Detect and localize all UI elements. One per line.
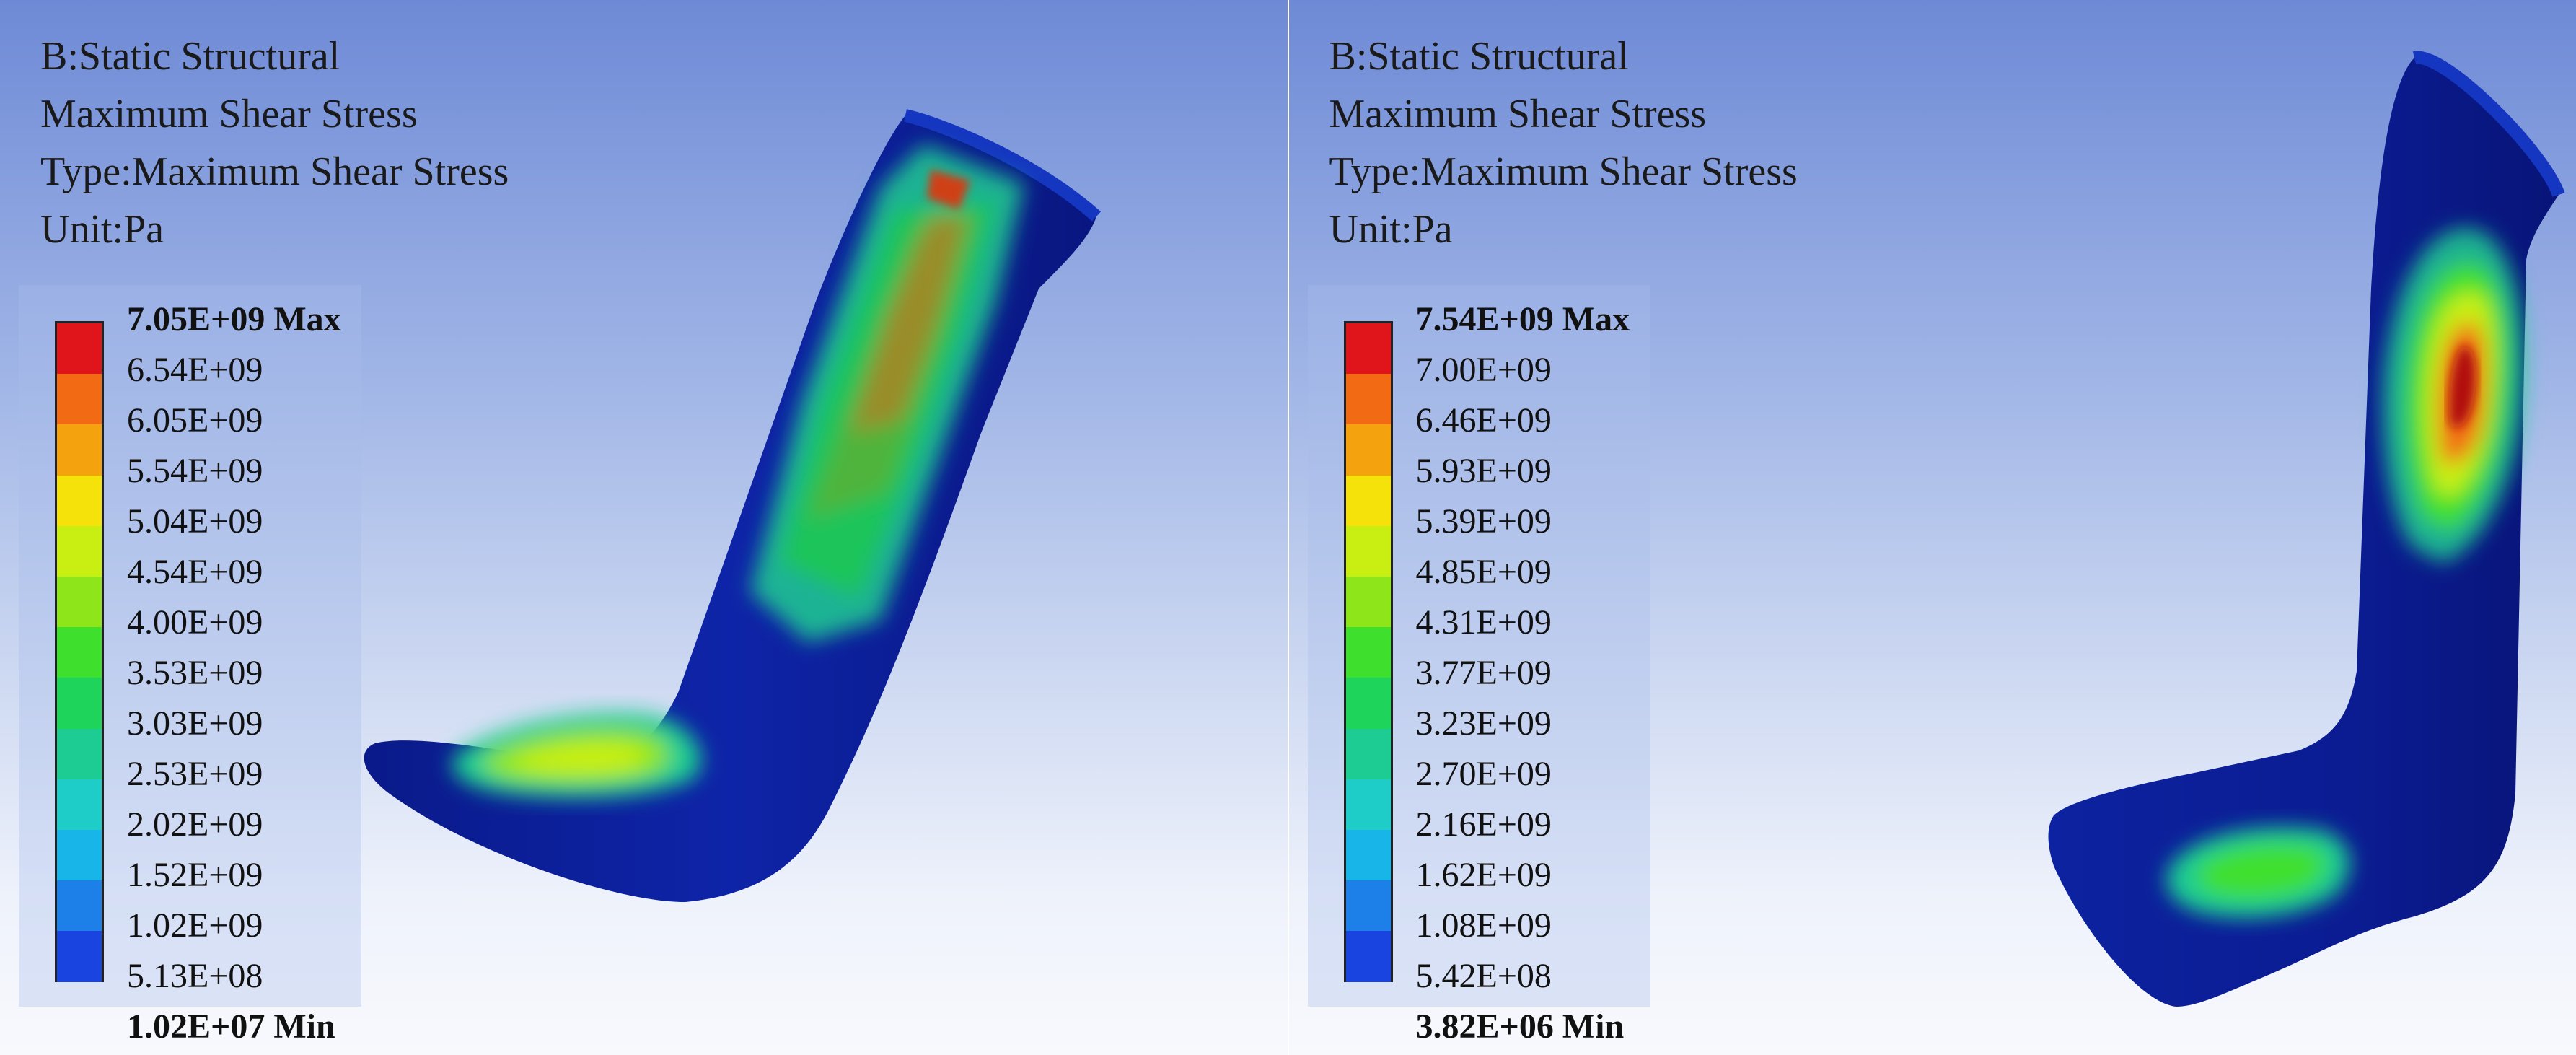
- result-header: B:Static Structural Maximum Shear Stress…: [1329, 27, 1798, 258]
- legend-level-label: 3.23E+09: [1415, 704, 1552, 743]
- back-max-hotspot: [927, 170, 970, 209]
- back-stress-zone: [750, 144, 1024, 642]
- result-panel-right: B:Static Structural Maximum Shear Stress…: [1287, 0, 2576, 1055]
- result-unit: Unit:Pa: [40, 207, 164, 252]
- legend-swatch: [1345, 475, 1391, 526]
- legend-swatch: [57, 475, 102, 526]
- legend-swatch: [1345, 627, 1391, 678]
- result-name: Maximum Shear Stress: [1329, 92, 1707, 136]
- legend-swatch: [57, 779, 102, 830]
- result-panel-left: B:Static Structural Maximum Shear Stress…: [0, 0, 1288, 1055]
- legend-level-label: 5.93E+09: [1415, 452, 1552, 490]
- result-unit: Unit:Pa: [1329, 207, 1453, 252]
- legend-level-label: 3.03E+09: [127, 704, 263, 743]
- legend-swatch: [57, 577, 102, 628]
- legend-swatch: [57, 374, 102, 425]
- legend-level-label: 5.42E+08: [1415, 957, 1552, 995]
- legend-level-label: 5.04E+09: [127, 502, 263, 540]
- back-max-hotspot: [2448, 346, 2476, 428]
- legend-level-label: 5.54E+09: [127, 452, 263, 490]
- legend-level-label: 5.39E+09: [1415, 502, 1552, 540]
- legend-level-label: 3.53E+09: [127, 654, 263, 692]
- color-legend[interactable]: 7.05E+09 Max 6.54E+09 6.05E+09 5.54E+09 …: [19, 285, 361, 1044]
- seat-rim: [2412, 51, 2565, 198]
- legend-swatch: [57, 525, 102, 577]
- stress-contour-model-left[interactable]: [0, 0, 1288, 1055]
- legend-swatch: [57, 627, 102, 678]
- legend-level-label: 2.53E+09: [127, 755, 263, 793]
- legend-swatch: [57, 830, 102, 881]
- legend-level-label: 6.05E+09: [127, 401, 263, 439]
- legend-level-label: 2.02E+09: [127, 805, 263, 844]
- legend-level-label: 1.62E+09: [1415, 856, 1552, 894]
- legend-min-label: 1.02E+07 Min: [127, 1007, 335, 1046]
- stress-contour-model-right[interactable]: [1289, 0, 2576, 1055]
- legend-swatch: [1345, 374, 1391, 425]
- legend-level-label: 4.85E+09: [1415, 553, 1552, 591]
- legend-level-label: 4.54E+09: [127, 553, 263, 591]
- legend-swatch: [1345, 424, 1391, 476]
- legend-swatch: [1345, 779, 1391, 830]
- legend-swatch: [1345, 678, 1391, 729]
- legend-level-label: 1.02E+09: [127, 906, 263, 945]
- color-legend[interactable]: 7.54E+09 Max 7.00E+09 6.46E+09 5.93E+09 …: [1307, 285, 1650, 1044]
- result-type: Type:Maximum Shear Stress: [1329, 149, 1798, 194]
- legend-swatch: [1345, 830, 1391, 881]
- legend-swatch: [1345, 525, 1391, 577]
- legend-swatch: [1345, 728, 1391, 779]
- seat-stress-zone: [2166, 827, 2349, 918]
- legend-swatch: [57, 323, 102, 375]
- legend-swatch: [1345, 577, 1391, 628]
- legend-level-label: 5.13E+08: [127, 957, 263, 995]
- legend-swatch: [1345, 323, 1391, 375]
- seat-stress-zone: [452, 712, 701, 798]
- legend-max-label: 7.54E+09 Max: [1415, 300, 1630, 338]
- legend-swatch: [1345, 931, 1391, 982]
- legend-swatch: [1345, 880, 1391, 932]
- legend-color-bar: [55, 321, 104, 982]
- result-header: B:Static Structural Maximum Shear Stress…: [40, 27, 509, 258]
- legend-level-label: 6.46E+09: [1415, 401, 1552, 439]
- legend-level-label: 1.08E+09: [1415, 906, 1552, 945]
- legend-swatch: [57, 880, 102, 932]
- legend-level-label: 4.00E+09: [127, 603, 263, 642]
- legend-level-label: 1.52E+09: [127, 856, 263, 894]
- legend-level-label: 2.70E+09: [1415, 755, 1552, 793]
- legend-level-label: 6.54E+09: [127, 351, 263, 389]
- legend-color-bar: [1343, 321, 1393, 982]
- result-name: Maximum Shear Stress: [40, 92, 418, 136]
- analysis-title: B:Static Structural: [40, 34, 340, 79]
- legend-level-label: 4.31E+09: [1415, 603, 1552, 642]
- legend-level-label: 3.77E+09: [1415, 654, 1552, 692]
- legend-swatch: [57, 424, 102, 476]
- seat-rim: [903, 109, 1101, 222]
- analysis-title: B:Static Structural: [1329, 34, 1629, 79]
- legend-swatch: [57, 931, 102, 982]
- legend-level-label: 7.00E+09: [1415, 351, 1552, 389]
- legend-max-label: 7.05E+09 Max: [127, 300, 341, 338]
- result-type: Type:Maximum Shear Stress: [40, 149, 509, 194]
- legend-swatch: [57, 728, 102, 779]
- legend-swatch: [57, 678, 102, 729]
- legend-min-label: 3.82E+06 Min: [1415, 1007, 1625, 1046]
- legend-level-label: 2.16E+09: [1415, 805, 1552, 844]
